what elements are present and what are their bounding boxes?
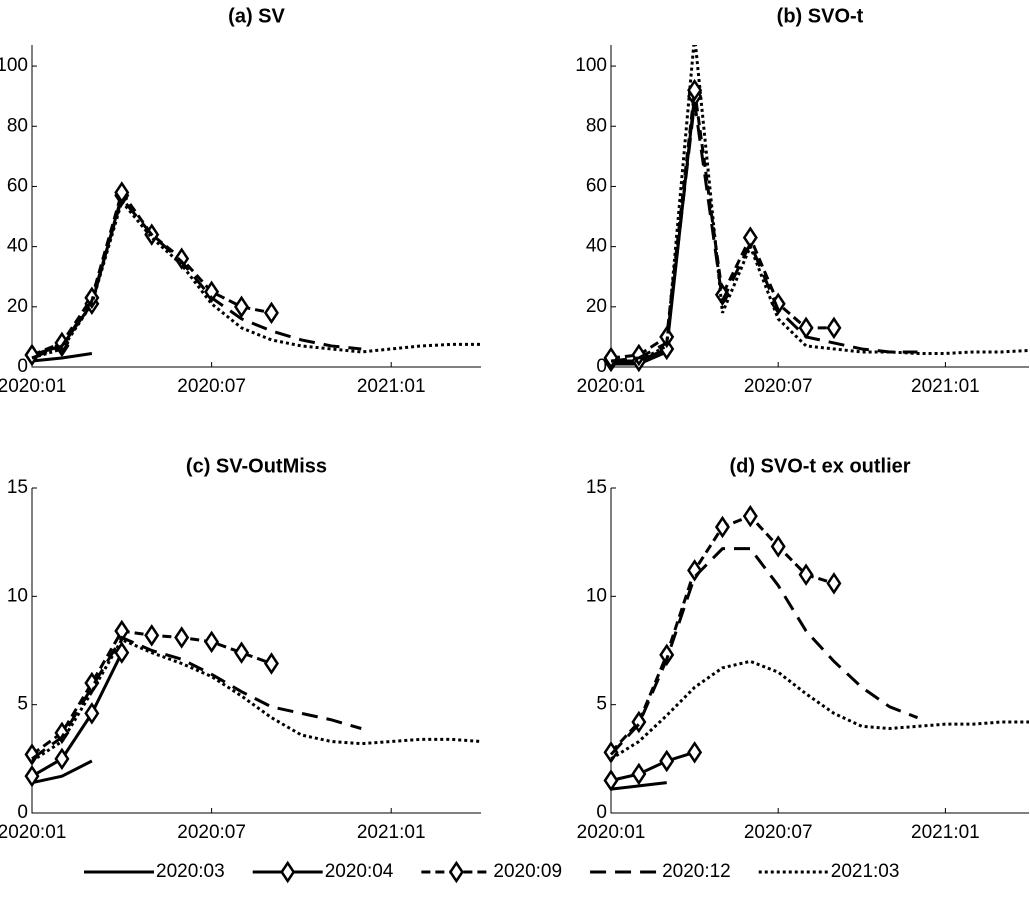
marker-diamond — [631, 762, 647, 786]
y-tick-label: 0 — [17, 802, 28, 823]
y-tick-label: 80 — [7, 115, 28, 136]
marker-diamond — [204, 630, 220, 654]
y-tick-label: 5 — [17, 694, 28, 715]
y-tick-label: 100 — [575, 55, 607, 76]
marker-diamond — [114, 641, 130, 664]
x-tick-label: 2020:07 — [744, 376, 813, 397]
legend-marker — [280, 860, 296, 884]
axes — [610, 45, 1029, 368]
y-tick-label: 60 — [586, 175, 607, 196]
marker-diamond — [631, 343, 647, 367]
marker-diamond — [263, 652, 279, 675]
marker-diamond — [24, 343, 40, 367]
panel-title: (a) SV — [228, 5, 285, 27]
marker-diamond — [234, 295, 250, 319]
axes — [31, 488, 481, 814]
y-tick-label: 40 — [7, 236, 28, 257]
marker-diamond — [24, 743, 40, 766]
marker-diamond — [798, 563, 814, 586]
y-tick-label: 80 — [586, 115, 607, 136]
marker-diamond — [770, 535, 786, 558]
marker-diamond — [54, 747, 70, 771]
axes — [31, 45, 481, 368]
marker-diamond — [603, 346, 619, 370]
y-tick-label: 15 — [7, 477, 28, 498]
plot-area — [24, 181, 481, 367]
series-line — [610, 781, 667, 791]
series-line — [610, 750, 696, 782]
series-line — [611, 45, 1029, 363]
legend-label: 2020:04 — [325, 861, 394, 882]
x-tick-label: 2020:07 — [744, 822, 813, 843]
marker-diamond — [24, 764, 40, 788]
series-line — [31, 195, 124, 357]
marker-diamond — [144, 624, 160, 647]
series-line — [31, 652, 124, 778]
marker-diamond — [204, 280, 220, 304]
plot-area — [603, 45, 1029, 373]
marker-diamond — [603, 769, 619, 792]
marker-diamond — [687, 741, 703, 764]
series-line — [31, 351, 93, 363]
y-tick-label: 5 — [596, 694, 607, 715]
marker-diamond — [714, 515, 730, 539]
y-tick-label: 10 — [7, 585, 28, 606]
legend-label: 2021:03 — [831, 861, 900, 882]
marker-diamond — [234, 641, 250, 664]
x-tick-label: 2020:01 — [0, 822, 66, 843]
y-tick-label: 0 — [17, 356, 28, 377]
series-line — [31, 195, 362, 360]
y-tick-label: 0 — [596, 356, 607, 377]
y-tick-label: 20 — [7, 296, 28, 317]
x-tick-label: 2021:01 — [911, 376, 980, 397]
panel-title: (d) SVO-t ex outlier — [729, 455, 910, 477]
series-line — [610, 659, 1029, 761]
y-tick-label: 40 — [586, 236, 607, 257]
series-line — [610, 101, 918, 363]
series-line — [611, 95, 697, 363]
marker-diamond — [742, 504, 758, 528]
y-tick-label: 60 — [7, 175, 28, 196]
legend-marker — [448, 860, 464, 884]
series-line — [610, 89, 834, 360]
x-tick-label: 2020:01 — [577, 822, 646, 843]
series-line — [609, 547, 919, 756]
x-tick-label: 2021:01 — [357, 376, 426, 397]
legend-label: 2020:12 — [662, 861, 731, 882]
series-line — [31, 198, 481, 360]
marker-diamond — [798, 316, 814, 340]
axes — [610, 488, 1029, 814]
marker-diamond — [174, 626, 190, 649]
x-tick-label: 2021:01 — [357, 822, 426, 843]
series-line — [609, 514, 835, 754]
x-tick-label: 2020:01 — [577, 376, 646, 397]
y-tick-label: 20 — [586, 296, 607, 317]
y-tick-label: 100 — [0, 55, 28, 76]
series-line — [31, 637, 481, 763]
marker-diamond — [84, 702, 100, 725]
marker-diamond — [54, 721, 70, 745]
marker-diamond — [826, 316, 842, 340]
plot-area — [24, 619, 481, 788]
panel-title: (c) SV-OutMiss — [186, 455, 327, 477]
y-tick-label: 0 — [596, 802, 607, 823]
x-tick-label: 2020:01 — [0, 376, 66, 397]
y-tick-label: 15 — [586, 477, 607, 498]
marker-diamond — [826, 572, 842, 595]
marker-diamond — [659, 749, 675, 773]
series-line — [31, 759, 93, 785]
x-tick-label: 2021:01 — [911, 822, 980, 843]
series-line — [31, 635, 362, 761]
marker-diamond — [263, 301, 279, 325]
legend-label: 2020:03 — [156, 861, 225, 882]
plot-area — [603, 504, 1029, 792]
y-tick-label: 10 — [586, 585, 607, 606]
series-line — [31, 189, 272, 357]
panel-title: (b) SVO-t — [777, 5, 864, 27]
marker-diamond — [659, 643, 675, 667]
legend-label: 2020:09 — [493, 861, 562, 882]
x-tick-label: 2020:07 — [177, 376, 246, 397]
x-tick-label: 2020:07 — [177, 822, 246, 843]
